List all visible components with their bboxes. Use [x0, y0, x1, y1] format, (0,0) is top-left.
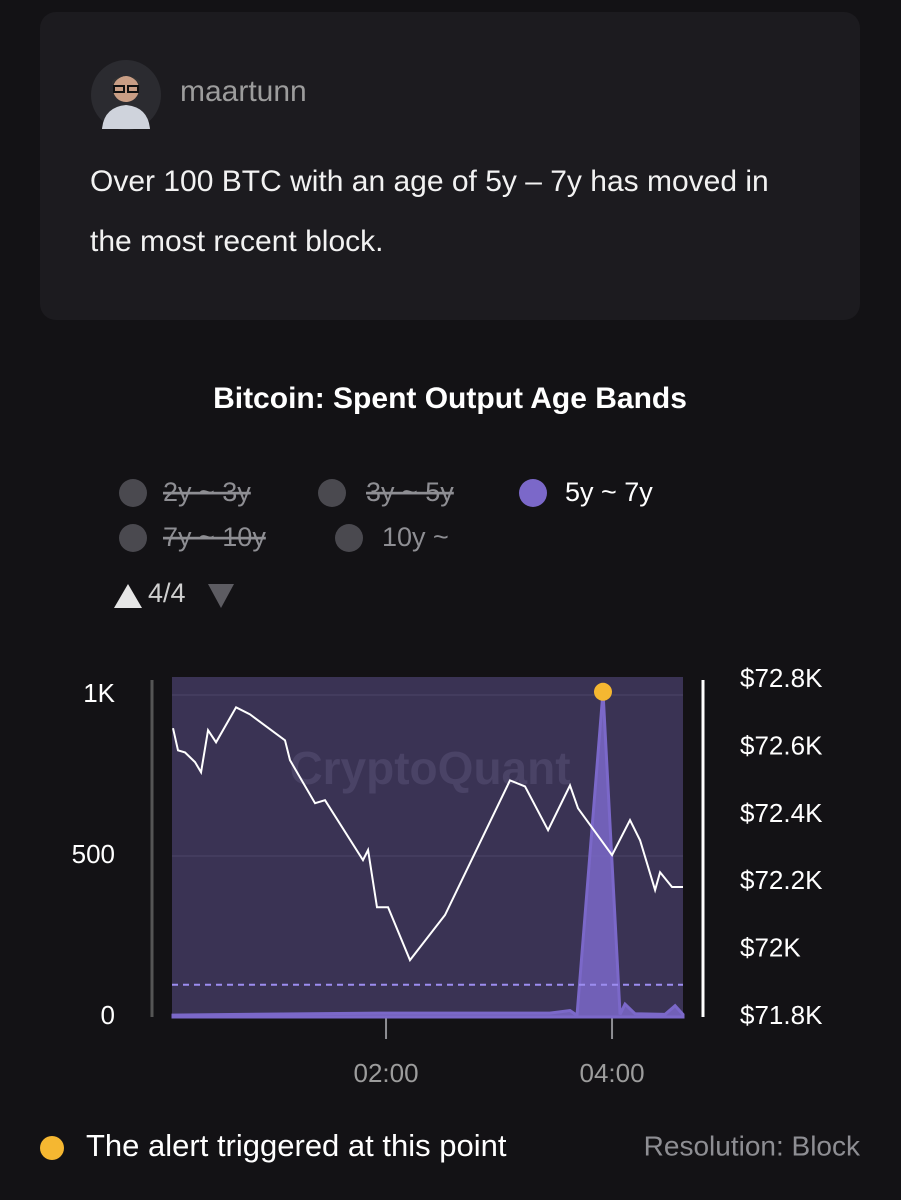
price-line [172, 705, 683, 963]
pager-up[interactable] [114, 584, 142, 608]
chart-title: Bitcoin: Spent Output Age Bands [213, 382, 687, 415]
alert-point [593, 682, 612, 701]
post-text: Over 100 BTC with an age of 5y – 7y has … [90, 165, 769, 258]
legend-dot[interactable] [119, 524, 147, 552]
y2-tick-label: $71.8K [740, 1000, 823, 1030]
y2-tick-label: $72.6K [740, 731, 823, 761]
pager-label: 4/4 [148, 578, 186, 608]
y2-tick-label: $72.2K [740, 865, 823, 895]
legend-dot[interactable] [318, 479, 346, 507]
legend-dot[interactable] [519, 479, 547, 507]
avatar[interactable] [90, 59, 162, 131]
resolution: Resolution: Block [644, 1130, 861, 1161]
legend-dot[interactable] [119, 479, 147, 507]
y-tick-label: 500 [72, 839, 115, 869]
author-name[interactable]: maartunn [180, 75, 307, 108]
legend-entry[interactable]: 2y ~ 3y [163, 477, 251, 507]
legend-entry[interactable]: 7y ~ 10y [163, 522, 266, 552]
alert-note: The alert triggered at this point [86, 1128, 507, 1163]
post-card: maartunn Over 100 BTC with an age of 5y … [40, 12, 860, 320]
legend-entry[interactable]: 3y ~ 5y [366, 477, 454, 507]
x-tick-label: 04:00 [579, 1058, 644, 1088]
y-tick-label: 0 [101, 1000, 115, 1030]
y2-tick-label: $72K [740, 933, 801, 963]
y-tick-label: 1K [83, 678, 115, 708]
y2-tick-label: $72.4K [740, 798, 823, 828]
legend-entry[interactable]: 10y ~ [382, 522, 449, 552]
legend-dot[interactable] [335, 524, 363, 552]
pager-down[interactable] [208, 584, 234, 608]
watermark: CryptoQuant [289, 742, 570, 794]
legend-entry[interactable]: 5y ~ 7y [565, 477, 653, 507]
y2-tick-label: $72.8K [740, 663, 823, 693]
area-series [171, 691, 685, 1019]
alert-legend-dot [40, 1136, 64, 1160]
x-tick-label: 02:00 [353, 1058, 418, 1088]
